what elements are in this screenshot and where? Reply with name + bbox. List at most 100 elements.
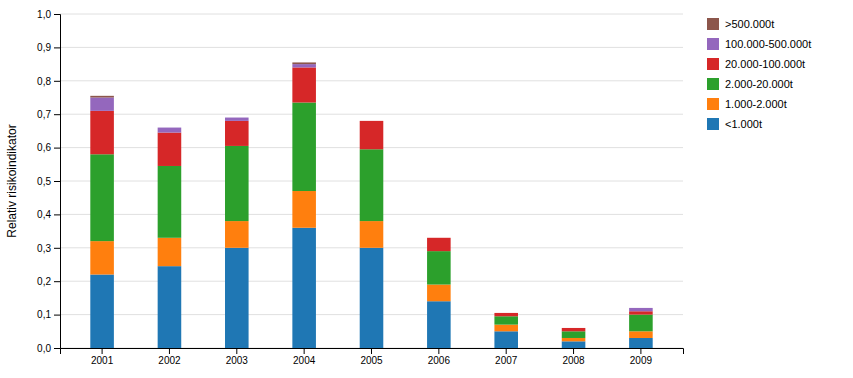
bar-segment [360, 121, 384, 149]
x-tick-label: 2009 [630, 355, 653, 366]
bar-segment [90, 275, 114, 348]
bar-segment [158, 238, 182, 266]
y-axis: 0,00,10,20,30,40,50,60,70,80,91,0 [37, 9, 60, 354]
bar-segment [427, 238, 451, 251]
bar-segment [360, 120, 384, 121]
bar-segment [427, 301, 451, 348]
bar-segment [90, 241, 114, 274]
x-tick-label: 2001 [91, 355, 114, 366]
bar-segment [562, 331, 586, 338]
bar-segment [225, 117, 249, 118]
bar-segment [562, 327, 586, 328]
legend-item: 1.000-2.000t [707, 98, 787, 110]
bar-segment [360, 221, 384, 248]
y-tick-label: 0,9 [37, 42, 51, 53]
x-tick-label: 2008 [562, 355, 585, 366]
bar-segment [629, 331, 653, 338]
bar-segment [225, 248, 249, 348]
bar-segment [494, 312, 518, 313]
x-tick: 2005 [360, 348, 383, 366]
y-tick-label: 0,0 [37, 343, 51, 354]
x-tick: 2009 [630, 348, 653, 366]
y-tick-mark [54, 81, 60, 82]
x-axis-line [61, 349, 684, 355]
x-tick-mark [640, 348, 641, 354]
x-tick: 2001 [91, 348, 114, 366]
y-tick-label: 0,5 [37, 176, 51, 187]
x-tick-mark [102, 348, 103, 354]
bar-segment [158, 166, 182, 238]
bar-segment [225, 118, 249, 121]
bar-segment [629, 338, 653, 348]
legend-swatch [707, 118, 719, 130]
bar-segment [360, 120, 384, 121]
legend-swatch [707, 58, 719, 70]
bar-segment [292, 62, 316, 64]
y-tick: 0,1 [37, 309, 60, 320]
legend-swatch [707, 18, 719, 30]
x-tick-mark [438, 348, 439, 354]
x-tick-mark [304, 348, 305, 354]
bar-segment [158, 127, 182, 128]
y-tick-mark [54, 281, 60, 282]
y-tick-label: 1,0 [37, 9, 51, 20]
bar-segment [562, 338, 586, 341]
legend-item: 100.000-500.000t [707, 38, 811, 50]
grid-line [60, 114, 683, 115]
series [90, 67, 652, 331]
y-tick: 0,0 [37, 343, 60, 354]
bar-segment [629, 311, 653, 314]
bar-segment [427, 237, 451, 238]
legend-label: >500.000t [725, 18, 774, 30]
bar-segment [292, 191, 316, 228]
bar-segment [158, 266, 182, 348]
bar-segment [562, 341, 586, 348]
bar-segment [158, 133, 182, 166]
y-tick: 1,0 [37, 9, 60, 20]
bar-segment [292, 64, 316, 67]
y-tick-mark [54, 14, 60, 15]
bar-segment [292, 228, 316, 348]
grid-line [60, 80, 683, 81]
bar-segment [225, 121, 249, 146]
grid-line [60, 14, 683, 15]
x-tick-label: 2005 [360, 355, 383, 366]
x-tick-label: 2006 [428, 355, 451, 366]
bar-segment [494, 316, 518, 324]
x-tick-mark [236, 348, 237, 354]
grid-line [60, 47, 683, 48]
bar-segment [225, 221, 249, 248]
y-tick: 0,6 [37, 142, 60, 153]
y-axis-line [54, 15, 61, 349]
legend-swatch [707, 98, 719, 110]
bar-segment [494, 331, 518, 348]
bar-segment [90, 154, 114, 241]
y-tick: 0,4 [37, 209, 60, 220]
legend-swatch [707, 78, 719, 90]
y-tick: 0,2 [37, 276, 60, 287]
x-tick-mark [371, 348, 372, 354]
y-tick-label: 0,6 [37, 142, 51, 153]
bar-segment [292, 103, 316, 192]
y-tick-mark [54, 114, 60, 115]
grid [60, 14, 683, 348]
y-tick-mark [54, 315, 60, 316]
bar-segment [90, 111, 114, 154]
y-tick: 0,7 [37, 109, 60, 120]
y-tick: 0,9 [37, 42, 60, 53]
y-tick-mark [54, 148, 60, 149]
bar-segment [427, 237, 451, 238]
chart: 0,00,10,20,30,40,50,60,70,80,91,02001200… [0, 0, 853, 378]
y-tick-label: 0,1 [37, 309, 51, 320]
x-axis: 200120022003200420052006200720082009 [61, 348, 684, 366]
y-tick-mark [54, 181, 60, 182]
series [90, 62, 316, 97]
x-tick: 2006 [428, 348, 451, 366]
x-tick: 2007 [495, 348, 518, 366]
y-tick-mark [54, 214, 60, 215]
series [90, 64, 652, 311]
legend-label: <1.000t [725, 118, 762, 130]
bar-segment [90, 98, 114, 111]
legend-swatch [707, 38, 719, 50]
bar-segment [494, 313, 518, 316]
